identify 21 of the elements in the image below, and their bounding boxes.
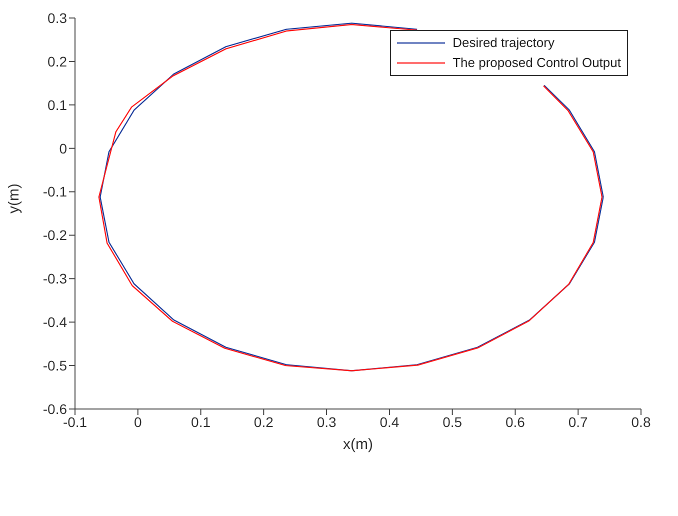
y-tick-label: 0.1 [48,96,68,113]
x-tick-label: 0.4 [380,414,400,430]
y-tick-label: -0.4 [42,314,68,330]
y-tick-label: -0.5 [42,358,68,374]
y-tick-label: -0.1 [42,184,68,200]
y-tick-label: -0.2 [42,227,68,244]
x-tick-label: 0.7 [568,414,588,430]
x-tick-label: 0.2 [254,414,274,430]
x-tick-label: 0.5 [442,414,462,430]
y-tick-label: 0.3 [48,10,68,26]
y-tick-label: -0.3 [42,270,68,287]
x-axis-title: x(m) [343,436,373,453]
x-tick-label: 0.1 [191,414,211,430]
legend-label: Desired trajectory [452,34,554,52]
x-tick-label: 0.6 [505,414,526,430]
legend-label: The proposed Control Output [452,54,621,72]
y-tick-label: 0 [59,140,68,156]
x-tick-label: 0.8 [631,414,651,430]
y-tick-label: 0.2 [48,53,68,70]
x-tick-label: 0.3 [316,414,336,430]
x-tick-label: 0 [134,414,142,430]
